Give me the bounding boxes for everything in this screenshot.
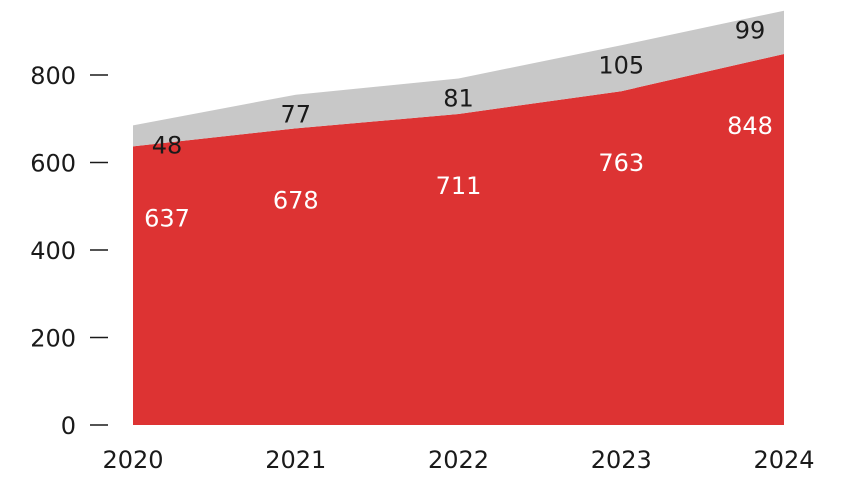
area-series-1 [133, 54, 784, 425]
x-tick-label: 2023 [591, 446, 652, 474]
data-label: 99 [735, 17, 766, 45]
y-tick-label: 600 [30, 150, 76, 178]
data-label: 77 [280, 101, 311, 129]
data-label: 637 [144, 204, 190, 232]
x-tick-label: 2020 [102, 446, 163, 474]
data-labels: 637 678 711 763 848 48 77 81 105 99 [144, 17, 773, 233]
data-label: 848 [727, 112, 773, 140]
area-series-group [133, 10, 784, 425]
data-label: 48 [152, 131, 183, 159]
x-tick-label: 2021 [265, 446, 326, 474]
y-tick-label: 400 [30, 237, 76, 265]
area-series-2 [133, 10, 784, 147]
data-label: 763 [598, 149, 644, 177]
data-label: 81 [443, 85, 474, 113]
data-label: 711 [436, 172, 482, 200]
data-label: 678 [273, 186, 319, 214]
x-axis: 2020 2021 2022 2023 2024 [102, 446, 814, 474]
y-tick-label: 800 [30, 62, 76, 90]
y-tick-label: 200 [30, 325, 76, 353]
data-label: 105 [598, 51, 644, 79]
x-tick-label: 2024 [753, 446, 814, 474]
x-tick-label: 2022 [428, 446, 489, 474]
y-axis: 0 200 400 600 800 [30, 62, 108, 440]
y-tick-label: 0 [61, 412, 76, 440]
